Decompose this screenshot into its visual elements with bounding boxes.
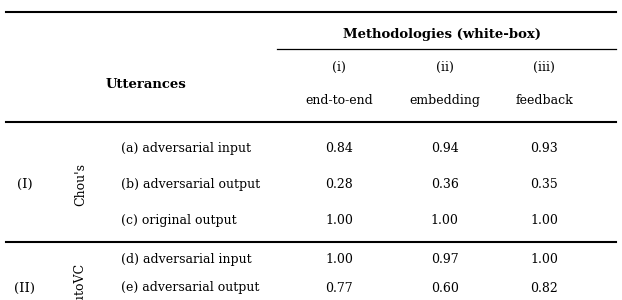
Text: Chou's: Chou's <box>75 163 87 206</box>
Text: AutoVC: AutoVC <box>75 264 87 300</box>
Text: 0.97: 0.97 <box>431 253 458 266</box>
Text: 0.36: 0.36 <box>431 178 458 191</box>
Text: 0.84: 0.84 <box>325 142 353 155</box>
Text: 1.00: 1.00 <box>531 253 558 266</box>
Text: 0.60: 0.60 <box>431 281 458 295</box>
Text: 0.93: 0.93 <box>531 142 558 155</box>
Text: (iii): (iii) <box>533 61 555 74</box>
Text: 0.94: 0.94 <box>431 142 458 155</box>
Text: (I): (I) <box>17 178 33 191</box>
Text: 0.35: 0.35 <box>531 178 558 191</box>
Text: (d) adversarial input: (d) adversarial input <box>121 253 252 266</box>
Text: 0.28: 0.28 <box>325 178 353 191</box>
Text: 0.82: 0.82 <box>531 281 558 295</box>
Text: Utterances: Utterances <box>106 77 187 91</box>
Text: 1.00: 1.00 <box>431 214 458 227</box>
Text: (c) original output: (c) original output <box>121 214 237 227</box>
Text: 1.00: 1.00 <box>531 214 558 227</box>
Text: (i): (i) <box>332 61 346 74</box>
Text: (b) adversarial output: (b) adversarial output <box>121 178 261 191</box>
Text: 1.00: 1.00 <box>325 253 353 266</box>
Text: 1.00: 1.00 <box>325 214 353 227</box>
Text: (ii): (ii) <box>436 61 453 74</box>
Text: end-to-end: end-to-end <box>305 94 373 107</box>
Text: feedback: feedback <box>516 94 573 107</box>
Text: embedding: embedding <box>409 94 480 107</box>
Text: (a) adversarial input: (a) adversarial input <box>121 142 251 155</box>
Text: 0.77: 0.77 <box>325 281 353 295</box>
Text: Methodologies (white-box): Methodologies (white-box) <box>343 28 541 41</box>
Text: (II): (II) <box>14 281 35 295</box>
Text: (e) adversarial output: (e) adversarial output <box>121 281 259 295</box>
